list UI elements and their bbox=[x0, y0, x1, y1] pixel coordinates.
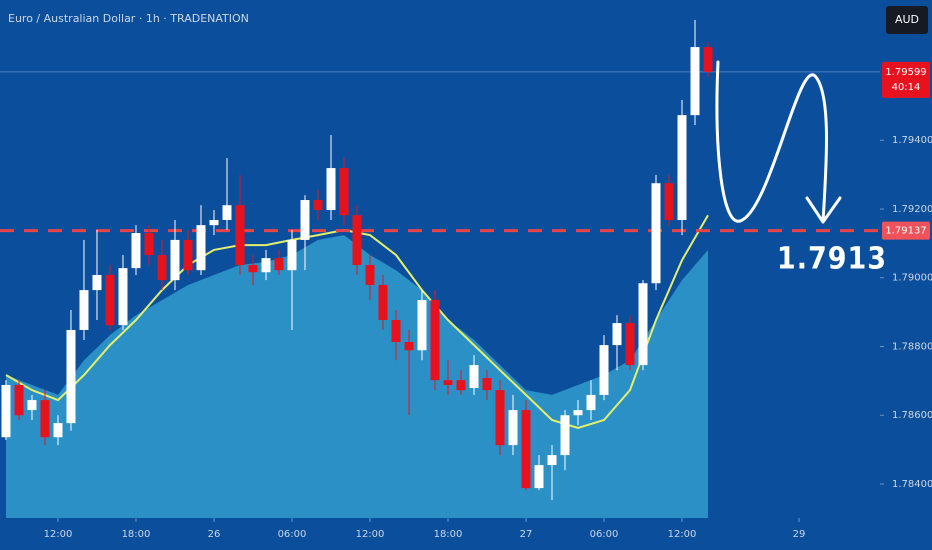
candle-body bbox=[573, 410, 583, 416]
candle-body bbox=[53, 423, 63, 438]
x-tick-label: 18:00 bbox=[434, 529, 463, 540]
candle-body bbox=[365, 265, 375, 285]
candle-body bbox=[352, 215, 362, 266]
candle-body bbox=[443, 380, 453, 385]
candle-body bbox=[274, 258, 284, 271]
candle-body bbox=[196, 225, 206, 271]
candle-body bbox=[508, 410, 518, 446]
candle-body bbox=[170, 239, 180, 281]
candle-body bbox=[79, 290, 89, 330]
x-tick-label: 27 bbox=[520, 529, 533, 540]
candle-body bbox=[157, 255, 167, 281]
candle-body bbox=[118, 268, 128, 326]
x-tick-label: 12:00 bbox=[44, 529, 73, 540]
candle-body bbox=[183, 239, 193, 271]
y-tick-label: 1.78600 bbox=[892, 410, 932, 421]
candle-body bbox=[339, 168, 349, 216]
candle-body bbox=[300, 200, 310, 240]
candle-body bbox=[456, 380, 466, 391]
currency-label[interactable]: AUD bbox=[895, 13, 919, 26]
countdown-label: 40:14 bbox=[892, 82, 921, 93]
candle-body bbox=[92, 274, 102, 291]
candle-body bbox=[287, 239, 297, 271]
candle-body bbox=[27, 400, 37, 411]
candle-body bbox=[547, 455, 557, 466]
candle-body bbox=[469, 365, 479, 389]
candle-body bbox=[690, 47, 700, 116]
candle-body bbox=[625, 323, 635, 366]
level-price-label: 1.79137 bbox=[885, 226, 926, 237]
candle-body bbox=[14, 384, 24, 416]
candle-body bbox=[560, 415, 570, 456]
candle-body bbox=[378, 284, 388, 321]
candle-body bbox=[638, 283, 648, 366]
last-price-label: 1.79599 bbox=[885, 67, 926, 78]
candle-body bbox=[521, 410, 531, 489]
level-price-box bbox=[882, 221, 930, 240]
candle-body bbox=[1, 384, 11, 438]
annotation: 1.7913 bbox=[777, 242, 887, 277]
candle-body bbox=[261, 258, 271, 273]
y-tick-label: 1.79000 bbox=[892, 273, 932, 284]
candle-body bbox=[417, 300, 427, 351]
candle-body bbox=[144, 233, 154, 256]
x-tick-label: 18:00 bbox=[122, 529, 151, 540]
y-tick-label: 1.78800 bbox=[892, 341, 932, 352]
candle-body bbox=[612, 323, 622, 346]
x-tick-label: 26 bbox=[208, 529, 221, 540]
candle-body bbox=[651, 183, 661, 284]
candle-body bbox=[313, 200, 323, 211]
candle-body bbox=[391, 320, 401, 343]
chart-title: Euro / Australian Dollar · 1h · TRADENAT… bbox=[8, 12, 249, 25]
candle-body bbox=[599, 345, 609, 395]
candle-body bbox=[105, 274, 115, 326]
candle-body bbox=[495, 390, 505, 446]
y-tick-label: 1.78400 bbox=[892, 479, 932, 490]
area bbox=[6, 235, 708, 518]
candle-body bbox=[40, 400, 50, 438]
candle-body bbox=[664, 183, 674, 220]
x-tick-label: 12:00 bbox=[668, 529, 697, 540]
plot-area bbox=[0, 19, 880, 518]
candle-body bbox=[66, 329, 76, 424]
y-tick-label: 1.79200 bbox=[892, 204, 932, 215]
candle-body bbox=[222, 205, 232, 220]
candle-body bbox=[131, 233, 141, 269]
candle-body bbox=[703, 47, 713, 72]
candle-body bbox=[534, 465, 544, 489]
x-tick-label: 12:00 bbox=[356, 529, 385, 540]
candle-body bbox=[326, 168, 336, 211]
x-tick-label: 29 bbox=[793, 529, 806, 540]
candle-body bbox=[482, 378, 492, 391]
currency-button[interactable] bbox=[886, 6, 928, 34]
x-tick-label: 06:00 bbox=[590, 529, 619, 540]
x-tick-label: 06:00 bbox=[278, 529, 307, 540]
candle-body bbox=[677, 115, 687, 220]
candle-body bbox=[248, 265, 258, 273]
candle-body bbox=[209, 219, 219, 226]
y-tick-label: 1.79400 bbox=[892, 135, 932, 146]
candle-body bbox=[404, 342, 414, 351]
candle-body bbox=[235, 205, 245, 266]
arrow-drawing bbox=[715, 60, 842, 224]
last-price-box bbox=[882, 61, 930, 98]
candle-body bbox=[586, 394, 596, 411]
candle-body bbox=[430, 300, 440, 381]
